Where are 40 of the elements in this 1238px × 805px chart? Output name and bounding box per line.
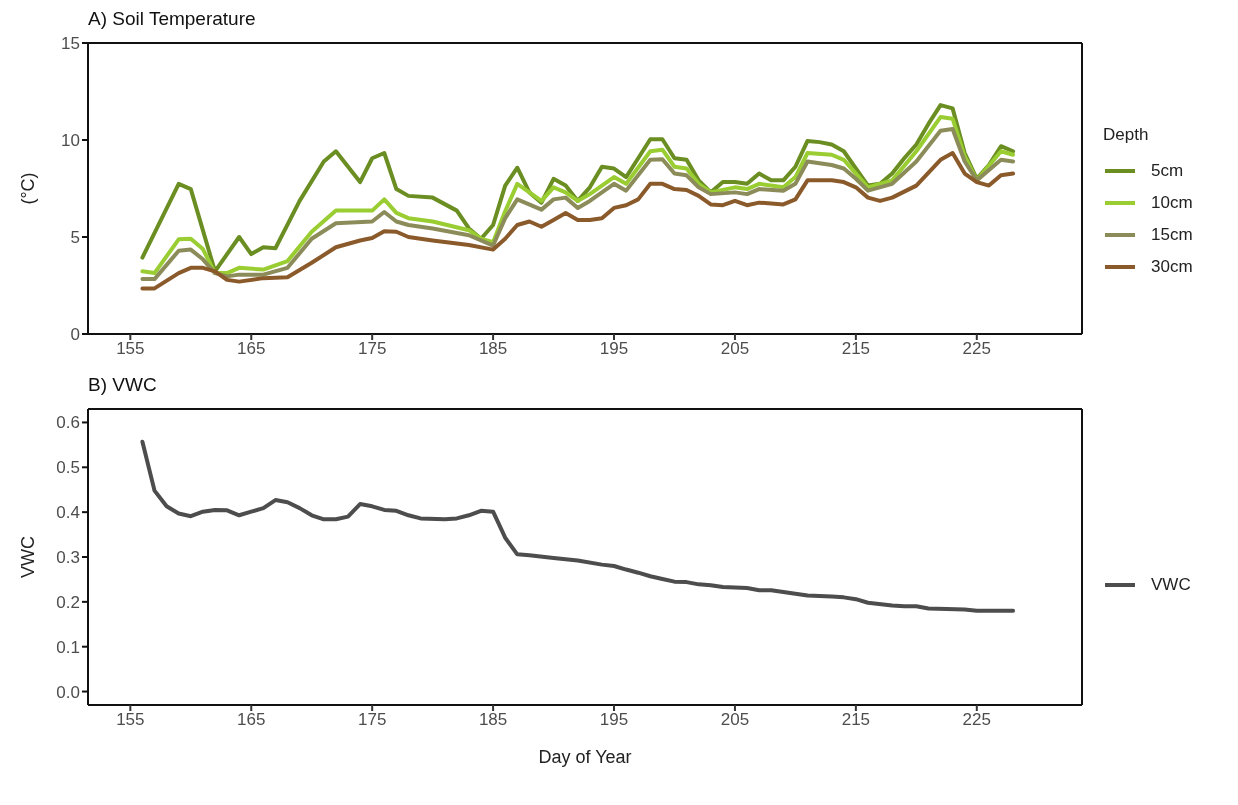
- y-tick-label: 10: [61, 131, 80, 151]
- y-tick-label: 0.6: [56, 413, 80, 433]
- y-axis-title: (°C): [18, 172, 39, 205]
- x-tick-label: 165: [237, 339, 266, 359]
- x-tick-label: 155: [116, 710, 145, 730]
- legend-title: Depth: [1103, 125, 1150, 145]
- y-tick-label: 0.4: [56, 503, 80, 523]
- y-tick-label: 0.5: [56, 458, 80, 478]
- y-tick-label: 0.0: [56, 682, 80, 702]
- x-tick-label: 215: [841, 710, 871, 730]
- x-axis-title: Day of Year: [538, 747, 632, 767]
- x-tick-label: 175: [357, 710, 387, 730]
- y-tick-label: 0.2: [56, 592, 80, 612]
- x-tick-label: 205: [720, 339, 750, 359]
- legend-label: 5cm: [1151, 161, 1184, 181]
- x-tick-label: 195: [599, 339, 629, 359]
- legend-label: 10cm: [1151, 193, 1193, 213]
- x-tick-label: 155: [116, 339, 145, 359]
- x-tick-label: 185: [478, 710, 508, 730]
- x-tick-label: 175: [357, 339, 387, 359]
- x-tick-label: 205: [720, 710, 750, 730]
- x-tick-label: 225: [962, 339, 991, 359]
- y-tick-label: 15: [61, 34, 80, 54]
- legend-label: VWC: [1151, 575, 1191, 595]
- legend-label: 30cm: [1151, 257, 1193, 277]
- x-tick-label: 165: [237, 710, 266, 730]
- y-tick-label: 0.1: [56, 637, 80, 657]
- legend-label: 15cm: [1151, 225, 1193, 245]
- chart-title: B) VWC: [88, 374, 158, 397]
- y-tick-label: 0.3: [56, 548, 80, 568]
- x-tick-label: 215: [841, 339, 871, 359]
- line-series: [140, 151, 1016, 291]
- chart-title: A) Soil Temperature: [88, 8, 257, 31]
- x-tick-label: 225: [962, 710, 991, 730]
- line-series: [140, 439, 1016, 613]
- y-tick-label: 0: [70, 325, 80, 345]
- y-axis-title: VWC: [18, 536, 39, 578]
- x-tick-label: 185: [478, 339, 508, 359]
- y-tick-label: 5: [70, 228, 80, 248]
- x-tick-label: 195: [599, 710, 629, 730]
